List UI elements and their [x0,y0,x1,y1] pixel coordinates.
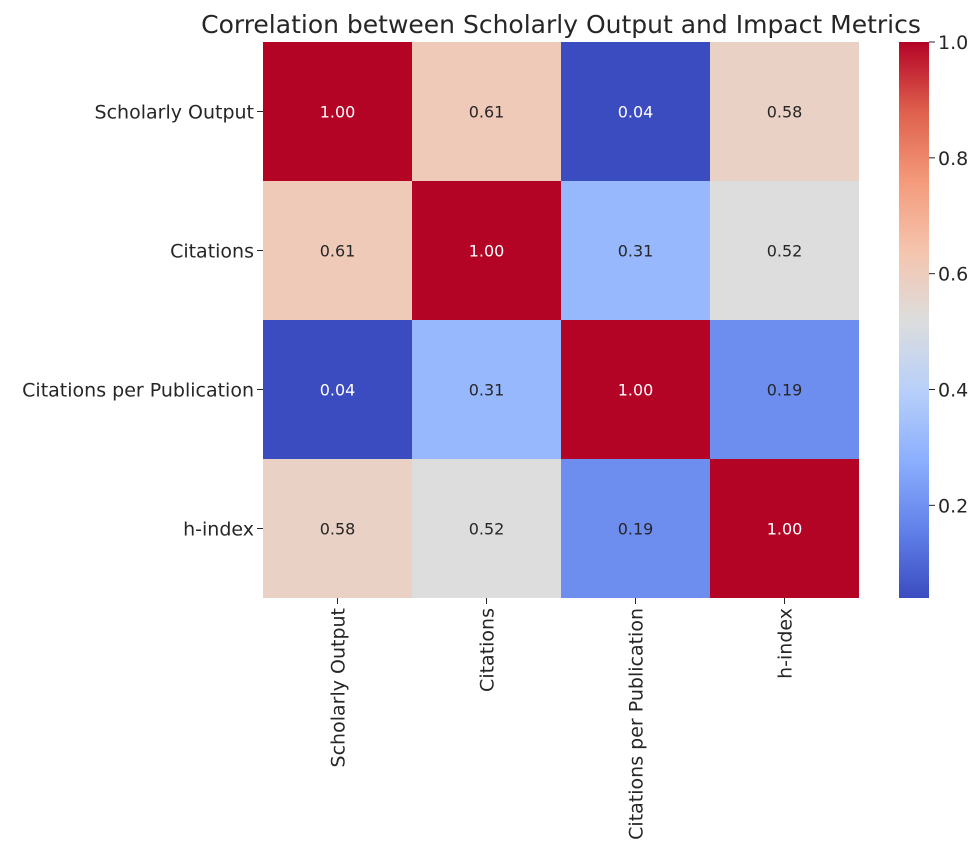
cell-value-label: 0.58 [767,103,803,122]
heatmap-cell [710,459,859,598]
colorbar-tick-label: 0.6 [938,264,968,286]
cell-value-label: 0.61 [320,242,356,261]
heatmap-cell [263,459,412,598]
heatmap-cell [412,459,561,598]
colorbar [899,42,929,598]
cell-value-label: 0.58 [320,520,356,539]
cell-value-label: 0.52 [767,242,803,261]
row-label: h-index [183,519,254,541]
heatmap-cell [263,42,412,181]
colorbar-tick-label: 0.4 [938,380,968,402]
row-label: Citations per Publication [22,380,254,402]
column-label: h-index [775,608,797,679]
cell-value-label: 0.31 [469,381,505,400]
heatmap-cell [561,320,710,459]
cell-value-label: 0.31 [618,242,654,261]
cell-value-label: 1.00 [320,103,356,122]
heatmap-cell [710,320,859,459]
heatmap-cell [710,42,859,181]
heatmap-cells [263,42,859,598]
cell-value-label: 0.19 [618,520,654,539]
heatmap-cell-labels: 1.00 0.61 0.04 0.58 0.61 1.00 0.31 0.52 0.04 0.31… [320,103,803,539]
row-labels: Scholarly Output Citations Citations per P… [22,102,263,541]
heatmap-cell [561,181,710,320]
cell-value-label: 0.04 [320,381,356,400]
column-labels: Scholarly Output Citations Citations per P… [328,598,797,840]
heatmap-cell [561,459,710,598]
cell-value-label: 0.04 [618,103,654,122]
heatmap-cell [412,181,561,320]
cell-value-label: 1.00 [618,381,654,400]
colorbar-tick-label: 0.8 [938,148,968,170]
column-label: Scholarly Output [328,608,350,767]
row-label: Citations [170,241,254,263]
cell-value-label: 0.61 [469,103,505,122]
colorbar-ticks: 0.2 0.4 0.6 0.8 1.0 [929,32,968,517]
heatmap-cell [263,320,412,459]
colorbar-tick-label: 0.2 [938,495,968,517]
cell-value-label: 0.52 [469,520,505,539]
cell-value-label: 1.00 [767,520,803,539]
colorbar-tick-label: 1.0 [938,32,968,54]
row-label: Scholarly Output [95,102,254,124]
heatmap-cell [412,320,561,459]
cell-value-label: 1.00 [469,242,505,261]
chart-title: Correlation between Scholarly Output and… [201,10,921,39]
heatmap-cell [412,42,561,181]
cell-value-label: 0.19 [767,381,803,400]
heatmap-cell [263,181,412,320]
heatmap-cell [561,42,710,181]
heatmap-cell [710,181,859,320]
column-label: Citations [477,608,499,692]
column-label: Citations per Publication [626,608,648,840]
